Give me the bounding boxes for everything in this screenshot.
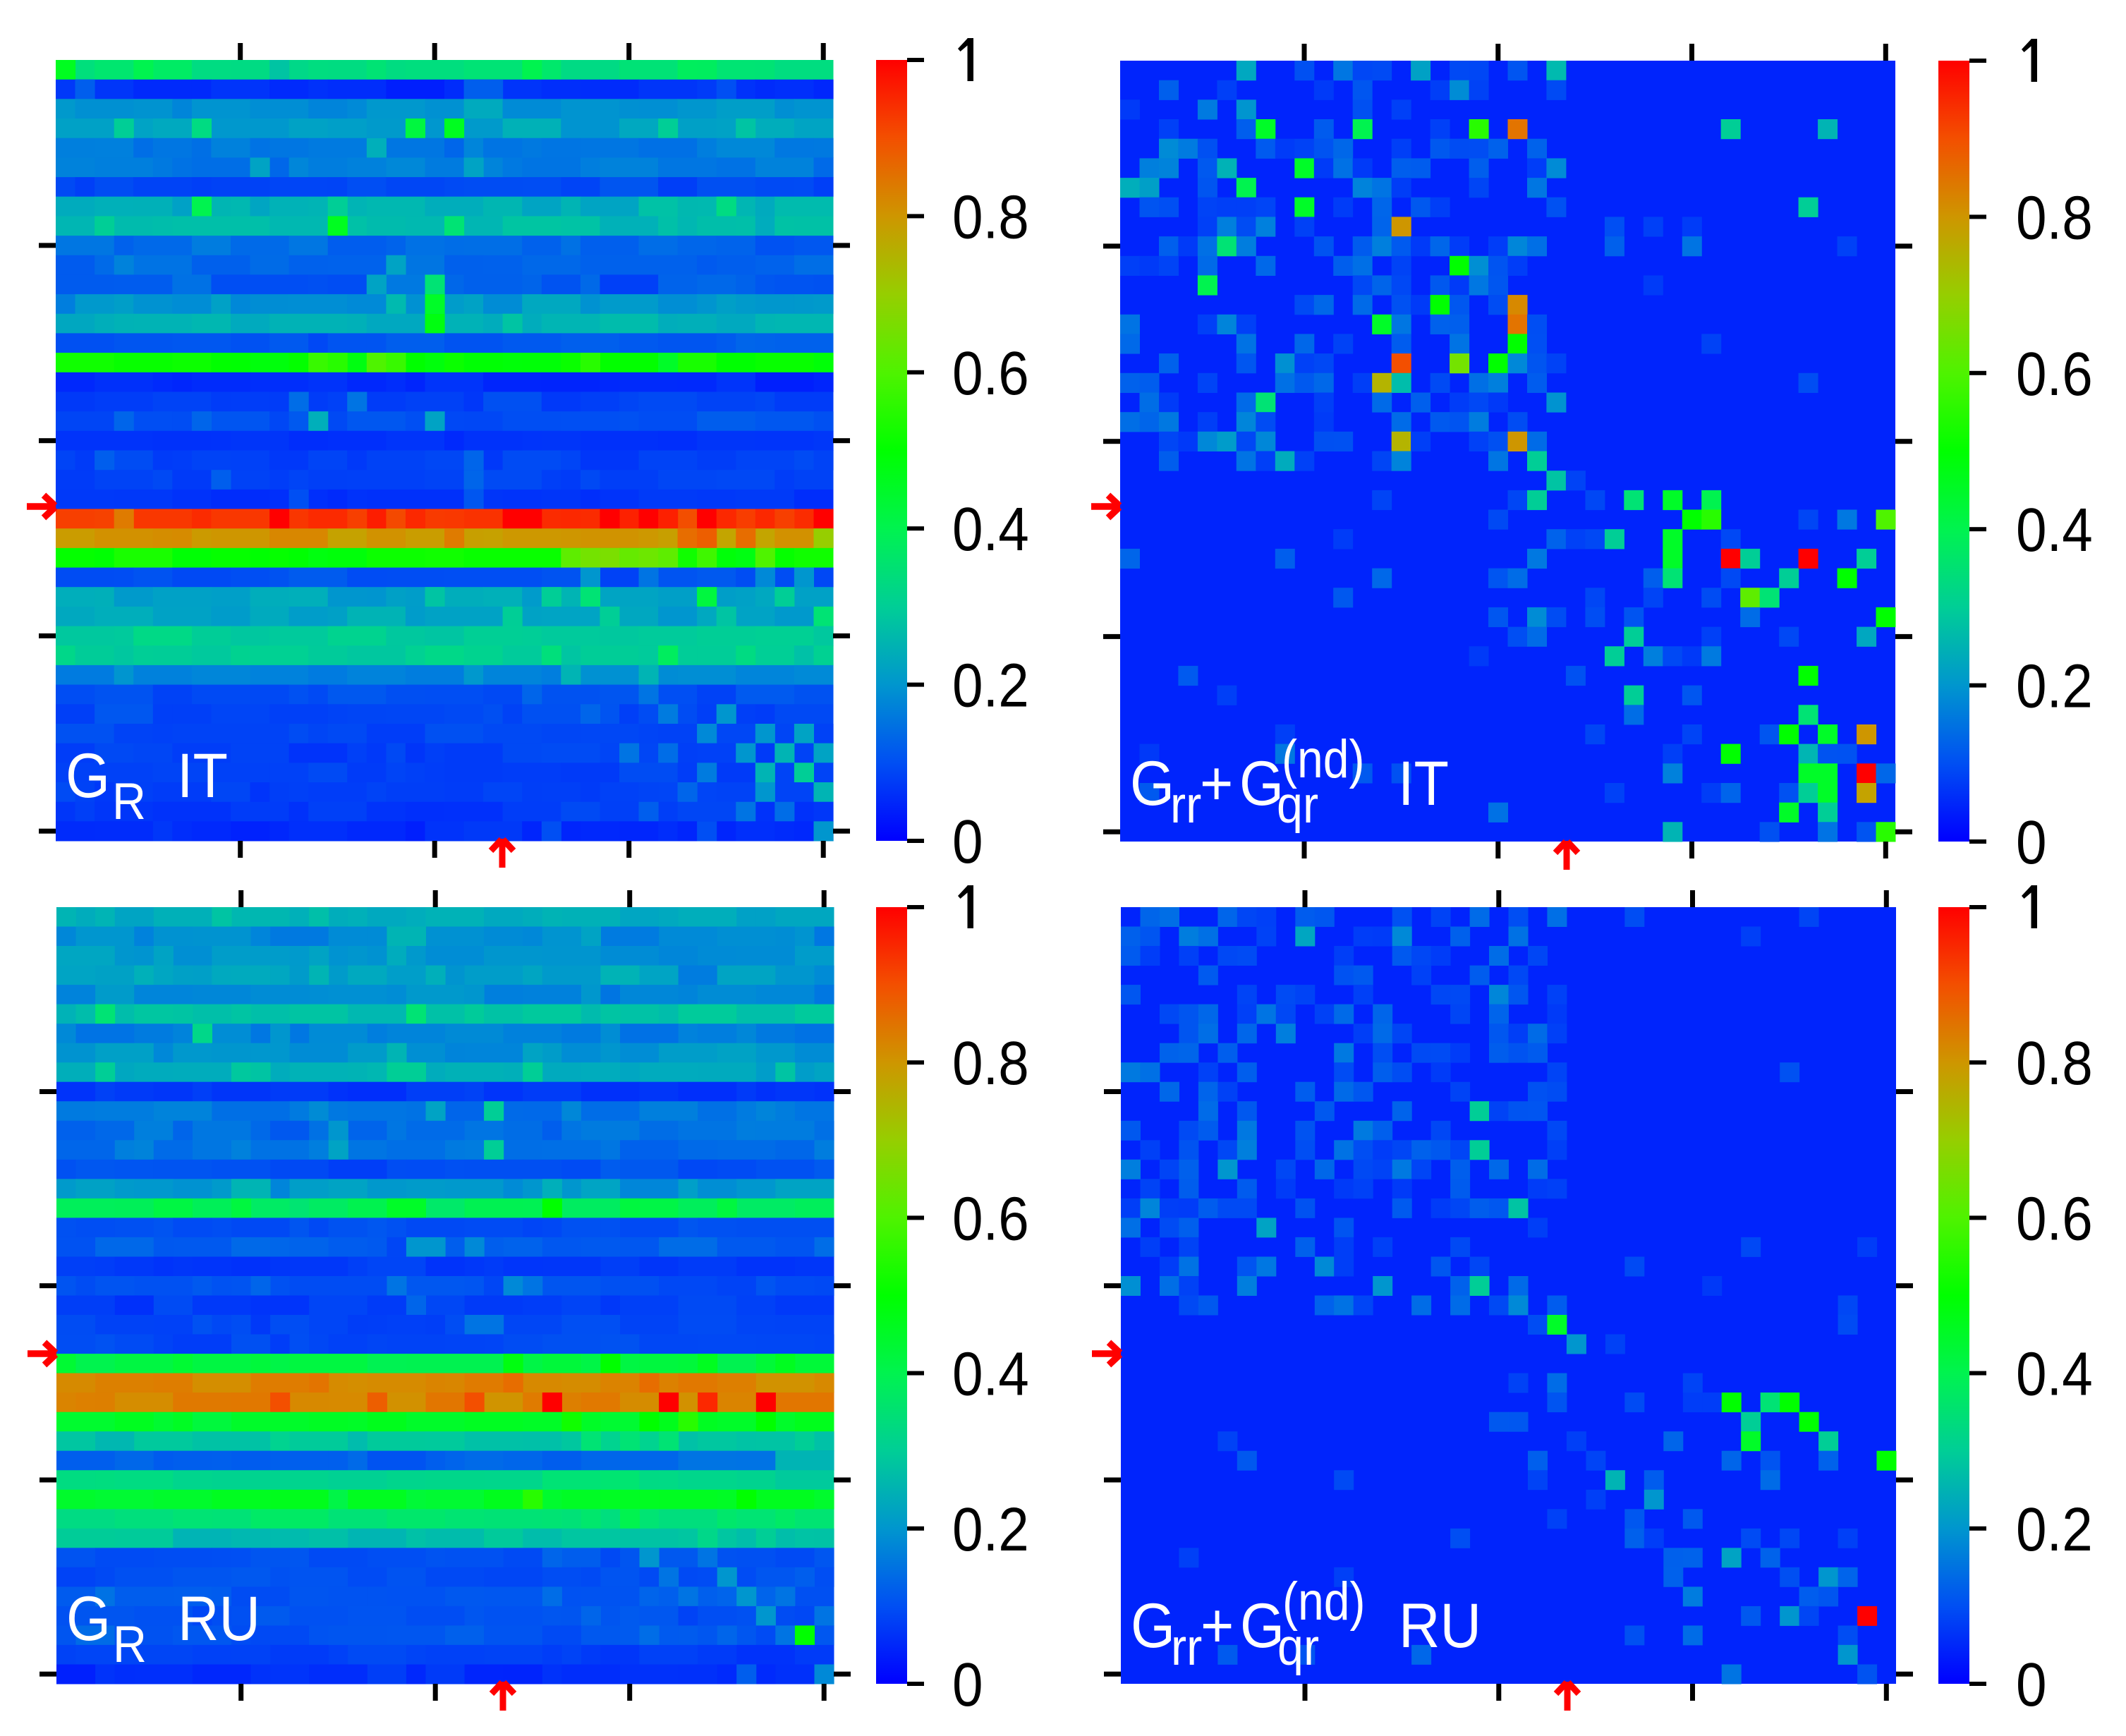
svg-text:0.6: 0.6 — [2016, 339, 2093, 408]
svg-text:rr: rr — [1171, 1618, 1202, 1676]
svg-text:0: 0 — [2016, 808, 2047, 877]
svg-text:0.8: 0.8 — [952, 1028, 1029, 1098]
svg-text:0.2: 0.2 — [2016, 1495, 2093, 1564]
svg-text:0.2: 0.2 — [2016, 652, 2093, 721]
svg-text:G: G — [66, 741, 110, 811]
svg-text:0: 0 — [952, 1650, 983, 1719]
svg-text:(nd): (nd) — [1282, 1572, 1366, 1632]
svg-text:qr: qr — [1277, 776, 1318, 834]
svg-text:G: G — [1240, 1591, 1284, 1661]
svg-text:0.8: 0.8 — [2016, 1028, 2093, 1098]
svg-text:qr: qr — [1277, 1618, 1319, 1676]
svg-text:0.4: 0.4 — [2016, 1340, 2093, 1409]
svg-text:G: G — [66, 1584, 111, 1654]
svg-text:0.6: 0.6 — [2016, 1184, 2093, 1254]
svg-text:0.4: 0.4 — [952, 1340, 1029, 1409]
svg-text:0.6: 0.6 — [952, 339, 1029, 408]
svg-text:(nd): (nd) — [1282, 730, 1365, 789]
svg-text:0.2: 0.2 — [952, 1495, 1029, 1564]
svg-text:+: + — [1201, 1591, 1234, 1661]
svg-text:0.2: 0.2 — [952, 651, 1029, 720]
svg-text:0.4: 0.4 — [952, 494, 1029, 564]
svg-text:0: 0 — [952, 807, 983, 876]
svg-text:0.8: 0.8 — [2016, 183, 2093, 253]
svg-text:R: R — [112, 772, 146, 830]
svg-text:R: R — [113, 1615, 147, 1673]
svg-text:G: G — [1239, 749, 1284, 819]
svg-text:0: 0 — [2016, 1650, 2047, 1719]
svg-text:G: G — [1131, 1591, 1175, 1661]
svg-text:G: G — [1130, 749, 1174, 819]
svg-text:0.6: 0.6 — [952, 1184, 1029, 1254]
svg-text:RU: RU — [178, 1584, 260, 1654]
svg-text:+: + — [1200, 749, 1233, 819]
svg-text:IT: IT — [1398, 749, 1449, 819]
svg-text:rr: rr — [1170, 776, 1201, 834]
svg-text:0.4: 0.4 — [2016, 495, 2093, 564]
svg-text:RU: RU — [1399, 1591, 1481, 1661]
svg-text:0.8: 0.8 — [952, 183, 1029, 252]
svg-text:IT: IT — [177, 741, 228, 811]
